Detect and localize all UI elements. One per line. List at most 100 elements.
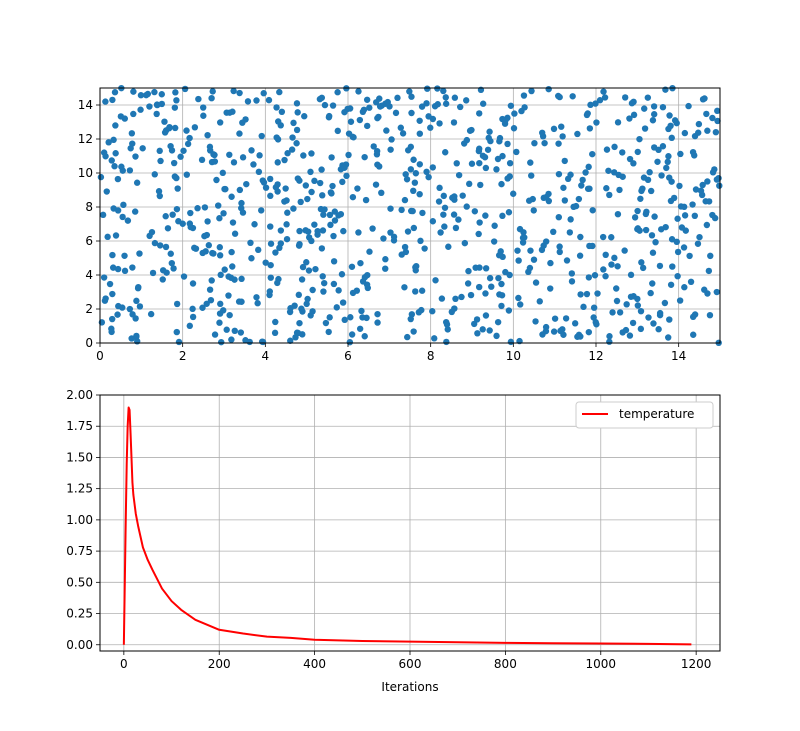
scatter-point (139, 145, 146, 152)
scatter-point (302, 182, 310, 189)
scatter-point (464, 280, 472, 287)
scatter-point (468, 160, 476, 167)
scatter-point (511, 110, 518, 117)
scatter-point (491, 222, 498, 229)
scatter-point (634, 148, 641, 156)
scatter-point (536, 298, 543, 305)
scatter-point (180, 147, 187, 154)
scatter-point (556, 248, 563, 256)
scatter-point (170, 265, 177, 272)
scatter-point (338, 271, 346, 278)
scatter-point (667, 281, 675, 288)
scatter-point (376, 95, 383, 102)
scatter-point (102, 153, 109, 160)
scatter-point (401, 243, 409, 251)
line-y-tick-label: 1.00 (66, 513, 93, 527)
scatter-point (255, 168, 263, 176)
scatter-point (596, 97, 604, 104)
scatter-point (262, 259, 269, 266)
scatter-point (600, 266, 607, 273)
scatter-point (566, 229, 574, 236)
scatter-point (703, 221, 711, 229)
scatter-point (707, 252, 714, 260)
scatter-point (293, 126, 301, 134)
scatter-point (585, 163, 592, 171)
scatter-point (482, 212, 489, 219)
scatter-point (673, 238, 680, 246)
scatter-point (515, 257, 522, 264)
scatter-point (172, 89, 179, 96)
scatter-point (582, 169, 589, 176)
scatter-point (216, 252, 224, 259)
scatter-point (502, 268, 509, 276)
scatter-point (643, 208, 650, 216)
scatter-point (704, 178, 711, 185)
scatter-point (282, 185, 289, 192)
scatter-point (130, 110, 137, 118)
scatter-point (359, 108, 367, 116)
scatter-point (427, 124, 434, 131)
scatter-point (299, 331, 306, 338)
scatter-point (208, 95, 215, 102)
scatter-point (204, 218, 211, 225)
scatter-point (281, 156, 288, 164)
scatter-point (608, 234, 615, 241)
scatter-point (642, 226, 650, 234)
scatter-point (226, 311, 233, 319)
scatter-point (424, 85, 431, 92)
scatter-point (614, 210, 622, 218)
scatter-point (479, 100, 487, 107)
scatter-point (357, 259, 364, 267)
scatter-point (304, 228, 312, 235)
scatter-point (216, 244, 223, 251)
scatter-point (591, 272, 599, 279)
scatter-point (204, 131, 211, 139)
line-x-tick-label: 600 (399, 657, 422, 671)
scatter-point (676, 297, 684, 304)
scatter-point (659, 103, 667, 111)
scatter-point (579, 176, 586, 184)
scatter-point (410, 328, 417, 335)
scatter-point (411, 179, 419, 186)
scatter-point (398, 206, 405, 214)
scatter-point (119, 213, 126, 221)
scatter-point (294, 109, 301, 116)
scatter-point (519, 234, 527, 242)
scatter-point (216, 319, 223, 326)
scatter-point (451, 305, 458, 312)
line-x-axis-title: Iterations (381, 680, 438, 694)
scatter-point (118, 163, 125, 170)
scatter-point (383, 127, 390, 134)
scatter-point (656, 262, 664, 270)
scatter-point (161, 129, 169, 136)
scatter-point (423, 100, 430, 107)
scatter-point (155, 188, 163, 195)
scatter-point (425, 173, 432, 181)
scatter-point (275, 275, 282, 283)
scatter-point (575, 195, 583, 203)
scatter-point (680, 203, 688, 211)
scatter-point (412, 288, 419, 295)
scatter-point (109, 96, 116, 104)
scatter-point (347, 118, 355, 125)
scatter-point (461, 239, 469, 247)
scatter-point (418, 287, 426, 294)
scatter-point (467, 291, 475, 299)
scatter-point (639, 185, 646, 192)
scatter-point (475, 283, 483, 291)
scatter-point (475, 147, 483, 155)
line-x-tick-label: 800 (494, 657, 517, 671)
scatter-point (484, 146, 492, 153)
scatter-point (387, 146, 394, 153)
scatter-point (114, 207, 122, 214)
scatter-point (606, 333, 613, 340)
line-x-tick-label: 1200 (681, 657, 712, 671)
scatter-point (267, 240, 275, 247)
scatter-point (205, 242, 213, 249)
scatter-point (208, 158, 216, 166)
scatter-point (443, 338, 450, 346)
scatter-point (551, 315, 559, 322)
scatter-point (180, 273, 188, 280)
scatter-point (373, 147, 381, 155)
scatter-point (258, 338, 266, 345)
